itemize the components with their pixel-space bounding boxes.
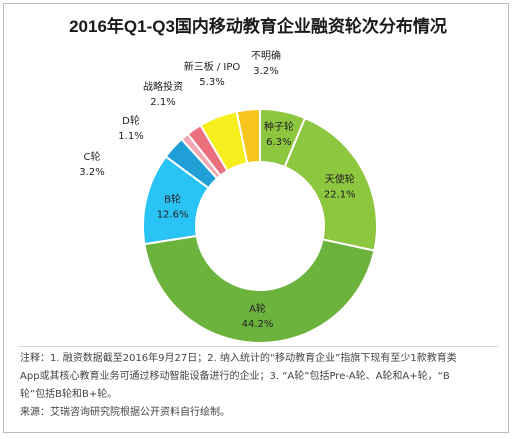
slice-a轮-segment [143, 234, 376, 344]
slice-c轮-label: C轮 [84, 150, 101, 163]
slice-天使轮-segment [283, 116, 378, 252]
slice-d轮-label: D轮 [122, 114, 140, 127]
slice-不明确-value: 3.2% [253, 66, 278, 77]
notes-divider [18, 346, 498, 347]
donut-chart: 种子轮 6.3% 天使轮 22.1% A轮 44.2% B轮 12.6% C轮 3.2% D轮 1.1… [79, 49, 378, 344]
slice-d轮-value: 1.1% [118, 131, 143, 142]
slice-新三板-ipo-value: 5.3% [199, 77, 224, 88]
source-line: 来源：艾瑞咨询研究院根据公开资料自行绘制。 [20, 407, 230, 418]
slice-b轮-label: B轮 [164, 193, 181, 206]
slice-战略投资-label: 战略投资 [143, 80, 183, 93]
slice-不明确-segment [235, 107, 261, 165]
slice-不明确-label: 不明确 [251, 49, 281, 62]
slice-种子轮-value: 6.3% [266, 137, 291, 148]
slice-种子轮-label: 种子轮 [264, 120, 294, 133]
slice-a轮-value: 44.2% [242, 319, 274, 330]
note-line-3: 轮”包括B轮和B+轮。 [20, 389, 118, 400]
note-line-1: 注释：1. 融资数据截至2016年9月27日；2. 纳入统计的“移动教育企业”指… [20, 353, 457, 364]
slice-c轮-value: 3.2% [79, 167, 104, 178]
slice-a轮-label: A轮 [249, 302, 266, 315]
slice-b轮-value: 12.6% [157, 210, 189, 221]
chart-frame [3, 3, 509, 433]
chart-title: 2016年Q1-Q3国内移动教育企业融资轮次分布情况 [69, 17, 447, 36]
slice-天使轮-label: 天使轮 [325, 172, 355, 185]
slice-新三板-ipo-label: 新三板 / IPO [184, 60, 241, 73]
notes-block: 注释：1. 融资数据截至2016年9月27日；2. 纳入统计的“移动教育企业”指… [20, 350, 506, 422]
slice-战略投资-value: 2.1% [150, 97, 175, 108]
note-line-2: App或其核心教育业务可通过移动智能设备进行的企业；3. “A轮”包括Pre-A… [20, 371, 450, 382]
slice-天使轮-value: 22.1% [324, 189, 356, 200]
